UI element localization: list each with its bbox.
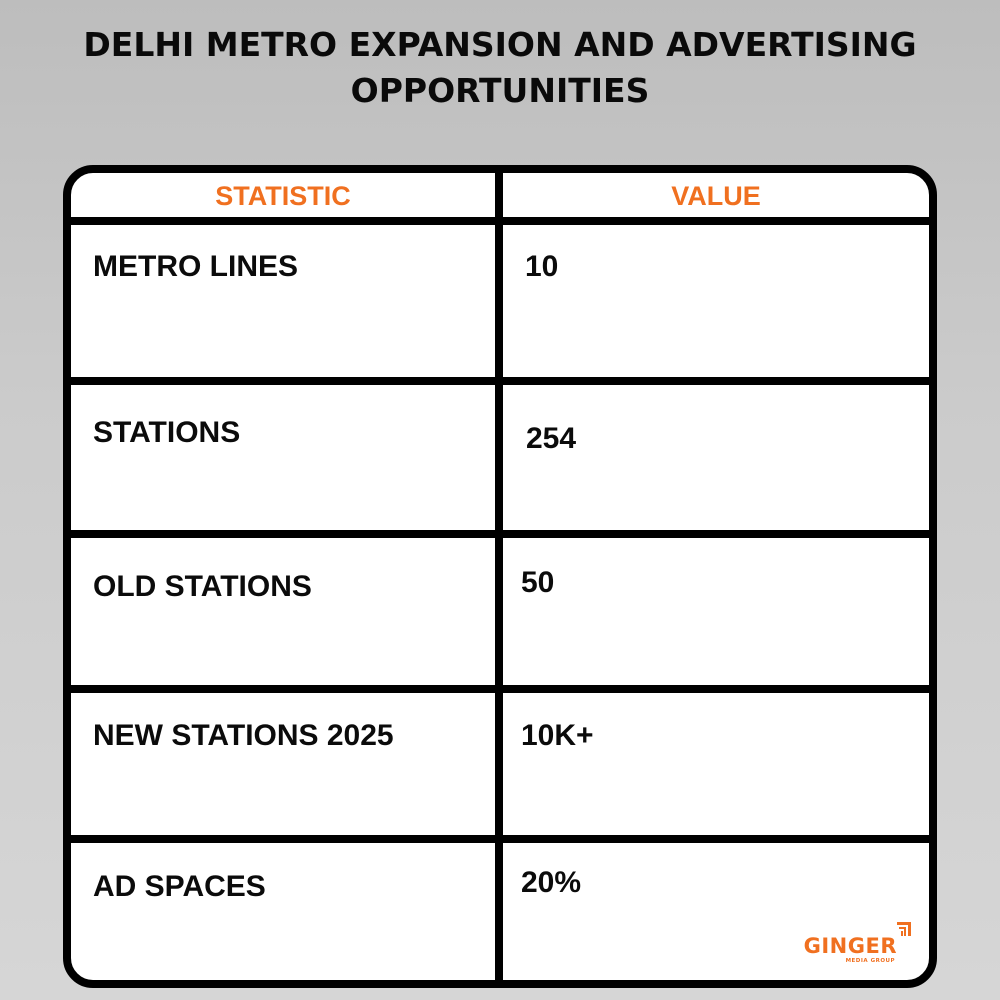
cell-statistic: AD SPACES bbox=[93, 870, 266, 903]
cell-value: 10K+ bbox=[521, 719, 594, 752]
row-divider bbox=[71, 685, 929, 693]
cell-value: 254 bbox=[526, 422, 577, 455]
column-divider bbox=[495, 173, 503, 980]
header-statistic: STATISTIC bbox=[215, 181, 351, 211]
title-line-1: DELHI METRO EXPANSION AND ADVERTISING bbox=[83, 25, 917, 64]
cell-value: 10 bbox=[525, 250, 559, 283]
row-divider bbox=[71, 835, 929, 843]
cell-value: 50 bbox=[521, 566, 555, 599]
logo-tagline: MEDIA GROUP bbox=[845, 958, 895, 964]
ginger-mark-icon bbox=[897, 922, 911, 936]
cell-statistic: METRO LINES bbox=[93, 250, 299, 283]
page-title: DELHI METRO EXPANSION AND ADVERTISING OP… bbox=[0, 22, 1000, 114]
cell-statistic: OLD STATIONS bbox=[93, 570, 312, 603]
ginger-media-group-logo: GINGER MEDIA GROUP bbox=[799, 922, 911, 970]
header-divider bbox=[71, 217, 929, 225]
cell-statistic: NEW STATIONS 2025 bbox=[93, 719, 394, 752]
statistics-table: STATISTIC VALUE METRO LINES 10 STATIONS … bbox=[63, 165, 937, 988]
title-line-2: OPPORTUNITIES bbox=[350, 71, 650, 110]
cell-statistic: STATIONS bbox=[93, 416, 241, 449]
row-divider bbox=[71, 377, 929, 385]
logo-wordmark: GINGER bbox=[803, 934, 897, 958]
row-divider bbox=[71, 530, 929, 538]
header-value: VALUE bbox=[671, 181, 761, 211]
cell-value: 20% bbox=[521, 866, 582, 899]
